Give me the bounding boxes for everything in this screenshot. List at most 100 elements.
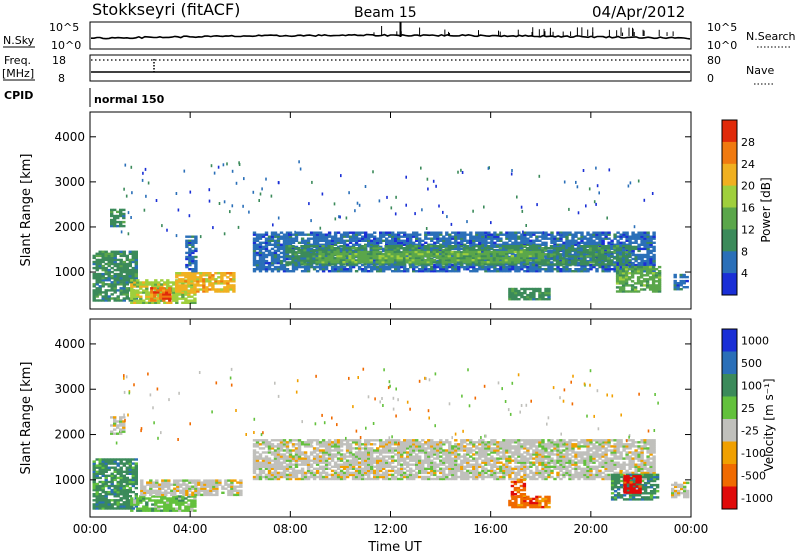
heatmap-cell <box>630 290 635 293</box>
heatmap-cell <box>645 286 650 289</box>
heatmap-cell <box>550 233 554 236</box>
heatmap-cell <box>615 253 620 256</box>
heatmap-cell <box>390 252 394 256</box>
heatmap-cell <box>162 293 166 296</box>
heatmap-cell <box>580 268 584 271</box>
heatmap-cell <box>125 283 129 286</box>
heatmap-cell <box>372 256 376 260</box>
heatmap-cell <box>354 247 358 250</box>
heatmap-cell <box>107 285 111 288</box>
heatmap-cell <box>516 245 521 248</box>
heatmap-cell <box>229 278 233 281</box>
heatmap-cell <box>190 290 194 293</box>
heatmap-cell <box>372 252 376 256</box>
heatmap-cell <box>324 247 328 250</box>
nsearch-label: N.Search <box>746 30 796 43</box>
heatmap-cell <box>194 263 198 267</box>
heatmap-cell <box>312 243 317 246</box>
heatmap-cell <box>162 289 166 292</box>
heatmap-cell <box>288 235 293 238</box>
heatmap-cell <box>92 476 96 480</box>
heatmap-cell <box>101 272 105 276</box>
heatmap-cell <box>369 254 373 258</box>
heatmap-cell <box>185 235 189 238</box>
heatmap-cell <box>475 237 479 240</box>
heatmap-cell <box>119 270 123 274</box>
heatmap-cell <box>364 235 368 238</box>
heatmap-cell <box>134 272 138 276</box>
heatmap-cell <box>312 265 317 269</box>
heatmap-cell <box>477 263 481 266</box>
heatmap-cell <box>342 231 347 234</box>
heatmap-cell <box>119 264 123 268</box>
heatmap-cell <box>110 256 114 260</box>
heatmap-cell <box>285 237 290 240</box>
heatmap-cell <box>457 268 461 271</box>
colorbar-swatch <box>722 141 737 165</box>
heatmap-cell <box>634 247 638 251</box>
scatter-echo <box>490 221 492 225</box>
heatmap-cell <box>113 493 117 496</box>
heatmap-cell <box>175 272 179 275</box>
heatmap-cell <box>354 243 359 246</box>
heatmap-cell <box>499 233 503 236</box>
heatmap-cell <box>95 466 99 469</box>
heatmap-cell <box>441 245 445 248</box>
heatmap-cell <box>321 239 326 242</box>
heatmap-cell <box>553 268 557 271</box>
heatmap-cell <box>276 259 281 263</box>
heatmap-cell <box>110 476 114 480</box>
heatmap-cell <box>113 285 117 288</box>
heatmap-cell <box>381 263 385 266</box>
heatmap-cell <box>456 250 460 254</box>
heatmap-cell <box>131 478 135 482</box>
heatmap-cell <box>113 495 117 498</box>
heatmap-cell <box>116 252 120 255</box>
heatmap-cell <box>501 250 506 254</box>
heatmap-cell <box>128 482 132 486</box>
heatmap-cell <box>279 261 284 265</box>
heatmap-cell <box>573 263 578 266</box>
heatmap-cell <box>363 252 367 256</box>
heatmap-cell <box>523 233 527 236</box>
heatmap-cell <box>367 270 371 273</box>
heatmap-cell <box>685 279 689 283</box>
heatmap-cell <box>116 468 120 471</box>
heatmap-cell <box>188 235 192 238</box>
heatmap-cell <box>351 247 355 250</box>
heatmap-cell <box>487 265 491 269</box>
colorbar-swatch <box>722 273 737 296</box>
heatmap-cell <box>493 265 497 269</box>
heatmap-cell <box>321 233 326 236</box>
heatmap-cell <box>591 261 596 264</box>
heatmap-cell <box>477 250 481 254</box>
heatmap-cell <box>125 270 129 274</box>
heatmap-cell <box>433 265 437 269</box>
heatmap-cell <box>390 261 394 264</box>
heatmap-cell <box>151 301 155 304</box>
heatmap-cell <box>544 289 548 293</box>
heatmap-cell <box>351 265 356 269</box>
heatmap-cell <box>478 233 482 236</box>
heatmap-cell <box>432 259 436 262</box>
heatmap-cell <box>615 280 620 283</box>
heatmap-cell <box>154 507 158 510</box>
heatmap-cell <box>130 505 134 508</box>
heatmap-cell <box>643 261 647 265</box>
heatmap-cell <box>110 289 114 292</box>
heatmap-cell <box>92 505 96 508</box>
heatmap-cell <box>618 278 623 281</box>
heatmap-cell <box>255 259 260 263</box>
heatmap-cell <box>98 476 102 480</box>
heatmap-cell <box>184 284 188 287</box>
heatmap-cell <box>619 233 623 236</box>
heatmap-cell <box>576 253 581 256</box>
heatmap-cell <box>387 250 391 254</box>
heatmap-cell <box>622 233 626 236</box>
heatmap-cell <box>361 270 365 273</box>
heatmap-cell <box>610 253 614 257</box>
heatmap-cell <box>107 258 111 262</box>
heatmap-cell <box>327 270 332 273</box>
heatmap-cell <box>258 253 263 257</box>
heatmap-cell <box>550 268 554 271</box>
